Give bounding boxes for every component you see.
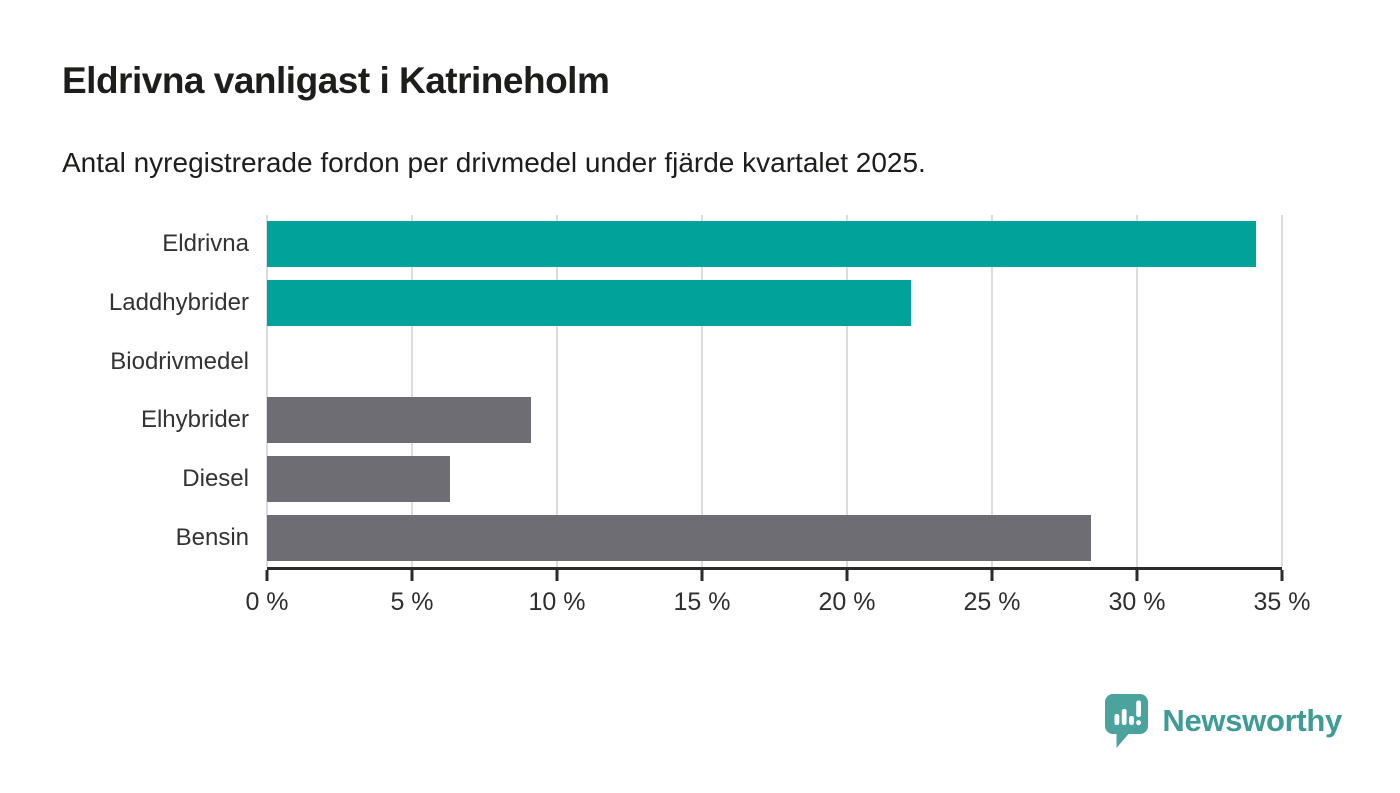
category-label-elhybrider: Elhybrider [140,406,249,434]
tick-mark-5 [410,570,414,581]
newsworthy-logo-icon [1105,694,1149,748]
tick-mark-25 [990,570,994,581]
bar-bensin [267,514,1091,561]
category-label-biodrivmedel: Biodrivmedel [110,347,249,375]
category-label-laddhybrider: Laddhybrider [108,289,249,316]
category-label-bensin: Bensin [175,523,249,551]
tick-label-10: 10 % [528,588,586,616]
tick-mark-30 [1135,570,1139,581]
chart-subtitle: Antal nyregistrerade fordon per drivmede… [62,147,926,178]
tick-label-35: 35 % [1253,588,1311,616]
tick-label-30: 30 % [1108,588,1166,616]
bar-eldrivna [267,221,1256,268]
x-axis: 0 % 5 % 10 % 15 % 20 % 25 % 30 % 35 % [245,567,1310,627]
gridline-35 [1281,215,1283,567]
bar-elhybrider [267,397,531,444]
gridline-25 [991,215,993,567]
brand-footer: Newsworthy [1104,693,1342,749]
tick-label-20: 20 % [818,588,876,616]
tick-mark-15 [700,570,704,581]
bar-row-laddhybrider [267,274,1282,333]
gridline-15 [701,215,703,567]
tick-label-15: 15 % [673,588,731,616]
tick-mark-35 [1280,570,1284,581]
bar-diesel [267,456,450,503]
plot-area [266,215,1283,567]
bar-row-biodrivmedel [267,332,1282,391]
bar-laddhybrider [267,280,911,326]
tick-label-25: 25 % [963,588,1021,616]
gridline-0 [266,215,268,567]
category-label-diesel: Diesel [182,465,249,493]
chart-header: Eldrivna vanligast i Katrineholm Antal n… [0,0,1400,182]
bar-row-bensin [267,508,1282,567]
gridline-30 [1136,215,1138,567]
bar-rows [267,215,1282,567]
gridline-10 [556,215,558,567]
bar-row-eldrivna [267,215,1282,274]
chart-title: Eldrivna vanligast i Katrineholm [62,60,610,101]
tick-mark-0 [265,570,269,581]
category-label-eldrivna: Eldrivna [162,230,249,258]
gridline-20 [846,215,848,567]
bar-chart: Eldrivna Laddhybrider Biodrivmedel Elhybrid… [62,215,1310,627]
tick-mark-20 [845,570,849,581]
bar-row-elhybrider [267,391,1282,450]
category-axis: Eldrivna Laddhybrider Biodrivmedel Elhybrid… [62,215,267,567]
brand-name: Newsworthy [1162,703,1342,738]
chart-body: Eldrivna Laddhybrider Biodrivmedel Elhybrid… [62,215,1307,567]
bar-row-diesel [267,450,1282,509]
tick-mark-10 [555,570,559,581]
tick-label-0: 0 % [245,588,289,616]
gridline-5 [411,215,413,567]
tick-label-5: 5 % [390,588,434,616]
